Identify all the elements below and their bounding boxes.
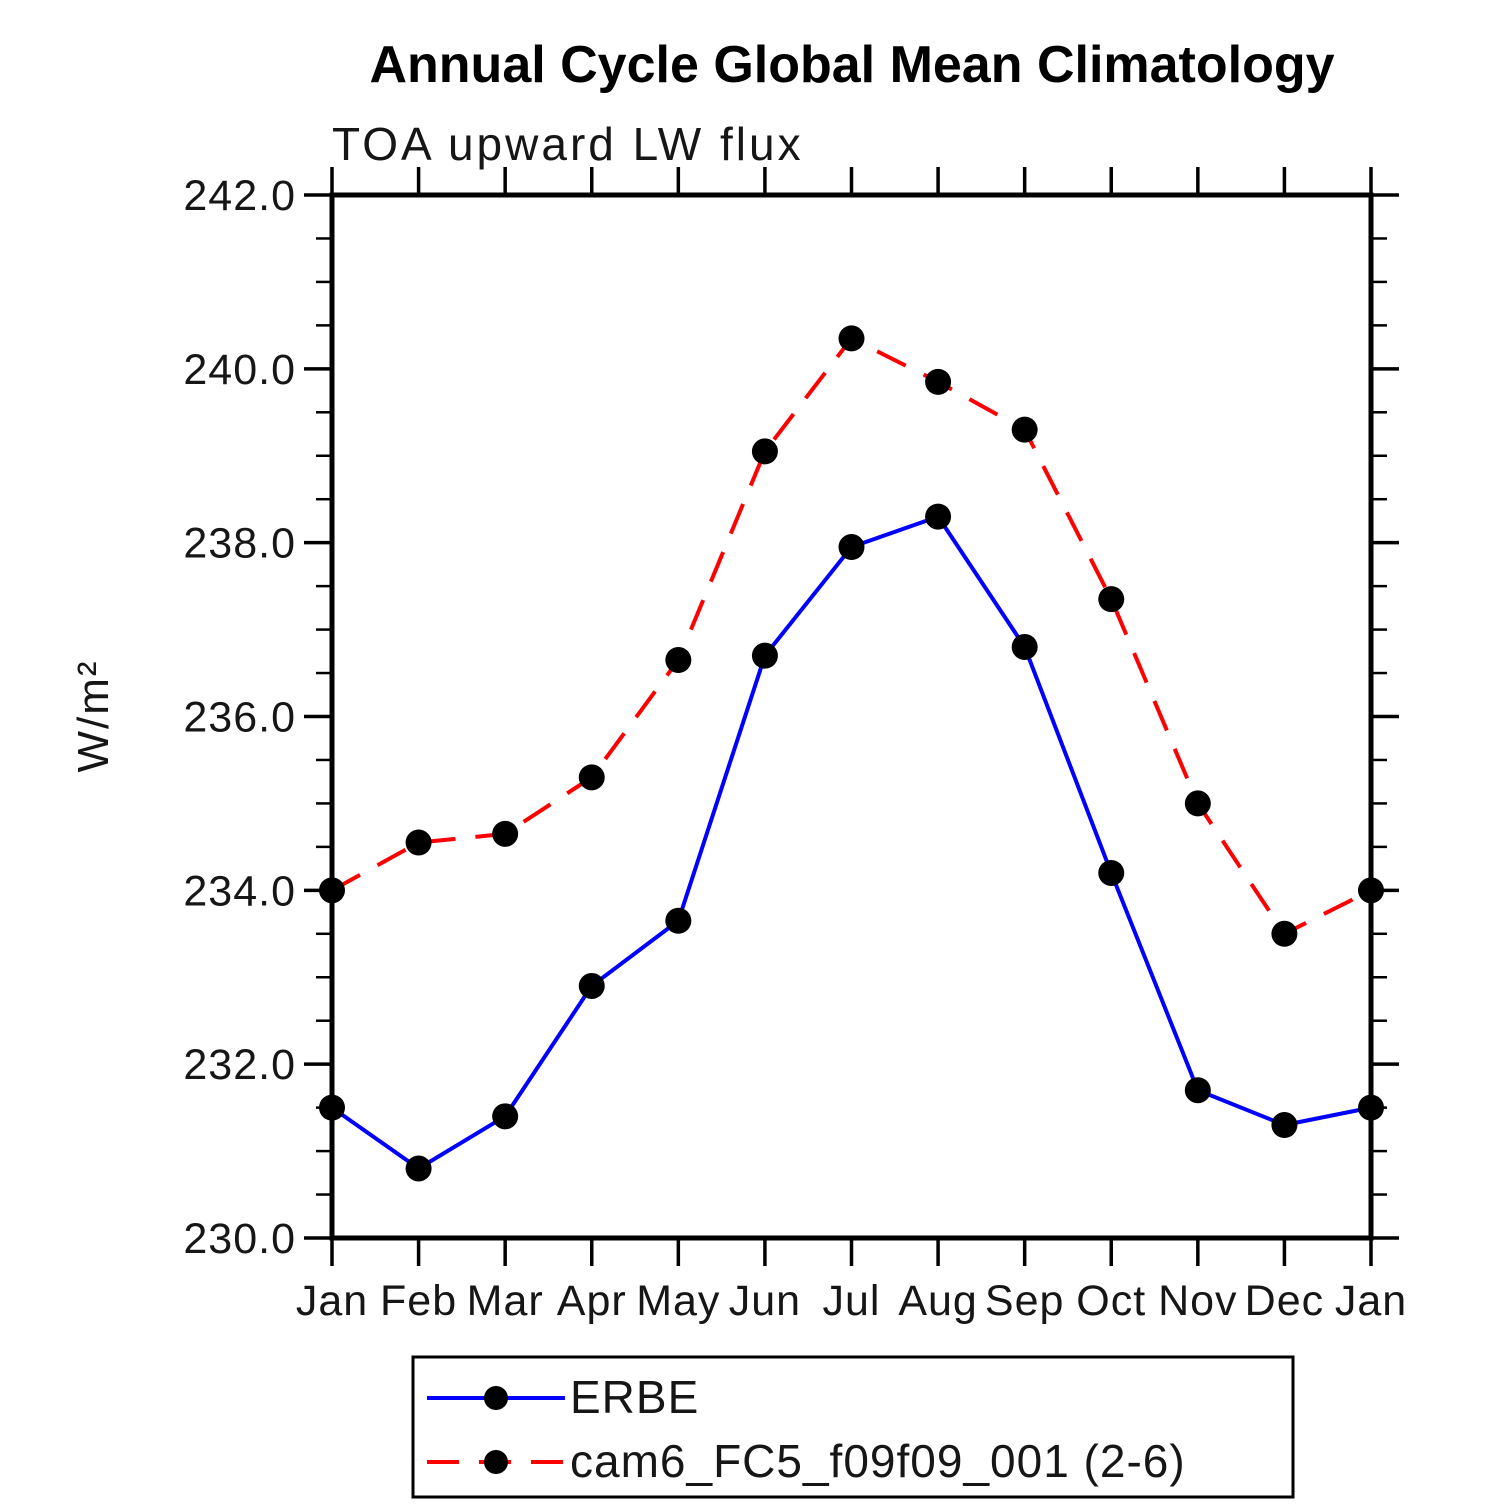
series-layer [319,325,1384,1182]
data-point-marker [1011,416,1038,443]
x-tick-labels: Jan Feb Mar Apr May Jun Jul Aug Sep Oct Nov Dec Jan [296,1277,1407,1325]
x-tick-label: May [636,1277,720,1325]
data-point-marker [1271,1112,1298,1139]
data-point-marker [751,642,778,669]
x-tick-label: Apr [557,1277,627,1325]
data-point-marker [1271,920,1298,947]
data-point-marker [1011,633,1038,660]
legend-sample-marker [484,1450,508,1474]
legend: ERBE cam6_FC5_f09f09_001 (2-6) [411,1355,1295,1499]
y-tick-label: 230.0 [183,1215,296,1263]
chart-subtitle: TOA upward LW flux [332,118,804,170]
legend-box [411,1355,1295,1499]
legend-label-cam6: cam6_FC5_f09f09_001 (2-6) [570,1435,1186,1487]
y-tick-label: 238.0 [183,520,296,568]
y-tick-label: 240.0 [183,346,296,394]
data-point-marker [1184,1077,1211,1104]
axis-frame [329,192,1374,1241]
x-tick-label: Mar [467,1277,544,1325]
y-tick-label: 236.0 [183,694,296,742]
data-point-marker [838,325,865,352]
data-point-marker [925,503,952,530]
y-tick-label: 232.0 [183,1041,296,1089]
legend-samples [427,1386,565,1474]
data-point-marker [405,1155,432,1182]
legend-label-erbe: ERBE [570,1371,699,1423]
data-point-marker [1358,877,1384,904]
chart-title: Annual Cycle Global Mean Climatology [369,36,1334,94]
x-tick-label: Aug [898,1277,978,1325]
x-tick-label: Feb [380,1277,457,1325]
data-point-marker [578,972,605,999]
data-point-marker [665,647,692,674]
x-tick-label: Jun [729,1277,801,1325]
data-point-marker [838,534,865,561]
data-point-marker [1358,1094,1384,1121]
data-point-marker [665,907,692,934]
series-line-cam6_FC5_f09f09_001 (2-6) [331,335,1372,937]
y-tick-label: 242.0 [183,172,296,220]
x-tick-label: Jan [296,1277,368,1325]
data-point-marker [1098,586,1125,613]
x-tick-label: Dec [1245,1277,1324,1325]
x-tick-label: Nov [1158,1277,1237,1325]
data-point-marker [492,1103,519,1130]
axis-ticks [304,167,1399,1266]
data-point-marker [925,368,952,395]
data-point-marker [1184,790,1211,817]
data-point-marker [405,829,432,856]
x-tick-label: Jul [823,1277,881,1325]
plot-frame [329,192,1374,1241]
data-point-marker [319,877,345,904]
data-point-marker [492,820,519,847]
x-tick-label: Sep [985,1277,1065,1325]
data-point-marker [578,764,605,791]
y-tick-label: 234.0 [183,867,296,915]
x-tick-label: Jan [1335,1277,1407,1325]
data-point-marker [1098,859,1125,886]
x-tick-label: Oct [1076,1277,1146,1325]
data-point-marker [751,438,778,465]
y-tick-labels: 230.0 232.0 234.0 236.0 238.0 240.0 242.0 [183,172,296,1263]
legend-sample-marker [484,1386,508,1410]
series-line-ERBE [330,514,1372,1171]
data-point-marker [319,1094,345,1121]
y-axis-label: W/m² [69,659,118,772]
